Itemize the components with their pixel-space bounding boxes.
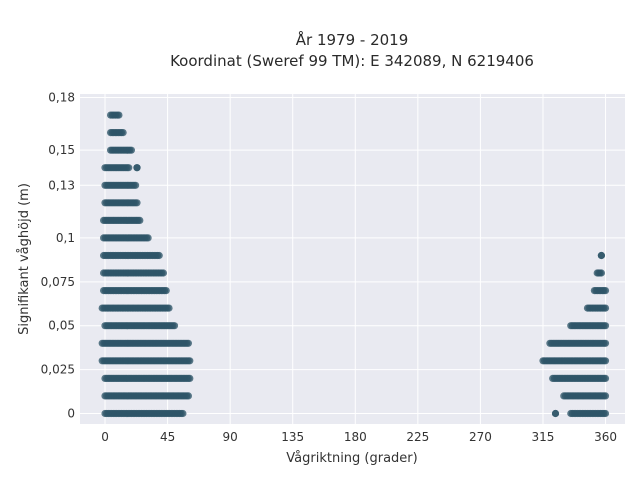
scatter-point	[133, 164, 141, 172]
x-tick-label: 90	[223, 430, 238, 444]
scatter-point	[162, 287, 170, 295]
scatter-point	[132, 181, 140, 189]
scatter-point	[601, 287, 610, 295]
scatter-point	[144, 234, 152, 242]
scatter-point	[601, 392, 610, 400]
scatter-point	[601, 374, 610, 382]
scatter-point	[133, 199, 141, 207]
x-tick-label: 0	[101, 430, 109, 444]
scatter-point	[125, 164, 133, 172]
y-tick-label: 0,15	[48, 143, 75, 157]
scatter-point	[601, 357, 610, 365]
chart-title: År 1979 - 2019	[296, 30, 409, 49]
y-tick-label: 0,075	[41, 275, 75, 289]
scatter-point	[597, 269, 606, 277]
chart-subtitle: Koordinat (Sweref 99 TM): E 342089, N 62…	[170, 52, 534, 70]
y-tick-label: 0,18	[48, 91, 75, 105]
x-tick-label: 180	[344, 430, 367, 444]
scatter-point	[184, 339, 192, 347]
scatter-point	[115, 111, 123, 119]
y-tick-label: 0	[67, 406, 75, 420]
scatter-point	[186, 374, 194, 382]
y-tick-label: 0,13	[48, 178, 75, 192]
data-points	[98, 111, 610, 418]
scatter-point	[597, 251, 606, 260]
scatter-point	[601, 409, 610, 418]
x-tick-label: 270	[469, 430, 492, 444]
scatter-point	[119, 129, 127, 137]
scatter-point	[601, 322, 610, 330]
x-tick-label: 315	[532, 430, 555, 444]
scatter-point	[186, 357, 194, 365]
x-tick-label: 45	[160, 430, 175, 444]
scatter-point	[155, 251, 163, 260]
x-tick-label: 360	[594, 430, 617, 444]
y-axis-title: Signifikant våghöjd (m)	[17, 183, 32, 335]
x-tick-label: 135	[281, 430, 304, 444]
plot-area	[80, 94, 625, 424]
scatter-point	[601, 339, 610, 347]
scatter-point	[127, 146, 135, 154]
x-tick-label: 225	[406, 430, 429, 444]
scatter-point	[136, 216, 144, 224]
scatter-point	[165, 304, 173, 312]
y-axis-ticks: 0 0,025 0,05 0,075 0,1 0,13 0,15 0,18	[41, 91, 75, 421]
scatter-point	[170, 322, 179, 330]
scatter-point	[159, 269, 167, 277]
scatter-point	[601, 304, 610, 312]
y-tick-label: 0,1	[56, 231, 75, 245]
grid-lines	[80, 94, 625, 424]
x-axis-title: Vågriktning (grader)	[286, 451, 417, 466]
scatter-point	[179, 409, 187, 418]
x-axis-ticks: 0 45 90 135 180 225 270 315 360	[101, 430, 617, 444]
y-tick-label: 0,025	[41, 363, 75, 377]
scatter-point	[551, 409, 560, 418]
scatter-point	[184, 392, 192, 400]
y-tick-label: 0,05	[48, 319, 75, 333]
